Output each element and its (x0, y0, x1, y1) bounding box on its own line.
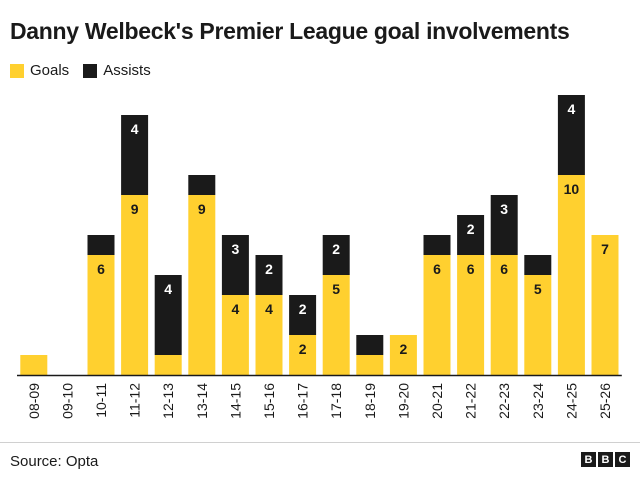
bar-chart: 08-09 09-10 6 10-11 9 4 11-12 4 12-13 9 13-14 4 3 14-… (17, 95, 622, 419)
data-label-goals-13-14: 9 (198, 201, 206, 217)
legend: Goals Assists (10, 62, 165, 79)
x-tick-label-08-09: 08-09 (26, 383, 42, 419)
x-tick-label-20-21: 20-21 (429, 383, 445, 419)
x-tick-label-11-12: 11-12 (127, 383, 143, 418)
bar-assists-15-16 (255, 255, 283, 295)
data-label-goals-11-12: 9 (131, 201, 139, 217)
bar-goals-15-16 (255, 295, 283, 375)
x-tick-label-23-24: 23-24 (530, 383, 546, 419)
x-tick-label-09-10: 09-10 (59, 383, 75, 419)
legend-item-goals: Goals (10, 62, 69, 79)
bar-goals-25-26 (591, 235, 619, 375)
data-label-assists-14-15: 3 (232, 241, 240, 257)
bar-goals-20-21 (423, 255, 451, 375)
bar-assists-16-17 (289, 295, 317, 335)
source-text: Source: Opta (10, 453, 99, 470)
bar-assists-13-14 (188, 175, 216, 195)
data-label-goals-24-25: 10 (564, 181, 580, 197)
chart-title: Danny Welbeck's Premier League goal invo… (10, 18, 570, 44)
bar-assists-23-24 (524, 255, 552, 275)
bar-assists-11-12 (121, 115, 149, 195)
bar-goals-16-17 (289, 335, 317, 375)
bar-assists-22-23 (490, 195, 518, 255)
bar-goals-12-13 (154, 355, 182, 375)
data-label-goals-20-21: 6 (433, 261, 441, 277)
x-tick-label-15-16: 15-16 (261, 383, 277, 419)
data-label-goals-16-17: 2 (299, 341, 307, 357)
bar-goals-14-15 (221, 295, 249, 375)
bar-goals-23-24 (524, 275, 552, 375)
x-tick-label-13-14: 13-14 (194, 383, 210, 419)
bar-assists-10-11 (87, 235, 115, 255)
data-label-goals-23-24: 5 (534, 281, 542, 297)
data-label-goals-19-20: 2 (400, 341, 408, 357)
bar-goals-13-14 (188, 195, 216, 375)
x-tick-label-24-25: 24-25 (563, 383, 579, 419)
bar-assists-21-22 (457, 215, 485, 255)
data-label-assists-12-13: 4 (164, 281, 172, 297)
bar-assists-17-18 (322, 235, 350, 275)
data-label-assists-17-18: 2 (332, 241, 340, 257)
data-label-goals-17-18: 5 (332, 281, 340, 297)
bar-goals-17-18 (322, 275, 350, 375)
x-tick-label-22-23: 22-23 (496, 383, 512, 419)
x-tick-label-10-11: 10-11 (93, 383, 109, 418)
data-label-goals-14-15: 4 (232, 301, 240, 317)
bar-goals-24-25 (557, 175, 585, 375)
data-label-goals-15-16: 4 (265, 301, 273, 317)
data-label-goals-10-11: 6 (97, 261, 105, 277)
x-tick-label-17-18: 17-18 (328, 383, 344, 419)
legend-swatch-assists (83, 63, 98, 78)
bar-assists-12-13 (154, 275, 182, 355)
data-label-assists-21-22: 2 (467, 221, 475, 237)
x-tick-label-12-13: 12-13 (160, 383, 176, 419)
footer: Source: Opta B B C (0, 442, 640, 477)
bbc-logo-letter: B (581, 452, 596, 467)
x-tick-label-21-22: 21-22 (463, 383, 479, 419)
legend-label-assists: Assists (103, 62, 151, 79)
legend-item-assists: Assists (83, 62, 151, 79)
bar-goals-21-22 (457, 255, 485, 375)
x-tick-label-25-26: 25-26 (597, 383, 613, 419)
x-tick-label-19-20: 19-20 (395, 383, 411, 419)
legend-label-goals: Goals (30, 62, 70, 79)
bar-assists-14-15 (221, 235, 249, 295)
data-label-assists-24-25: 4 (568, 101, 576, 117)
bar-goals-08-09 (20, 355, 48, 375)
data-label-assists-15-16: 2 (265, 261, 273, 277)
bar-goals-11-12 (121, 195, 149, 375)
bbc-logo-letter: C (615, 452, 630, 467)
data-label-goals-21-22: 6 (467, 261, 475, 277)
x-tick-label-18-19: 18-19 (362, 383, 378, 419)
bar-goals-10-11 (87, 255, 115, 375)
x-tick-label-14-15: 14-15 (227, 383, 243, 419)
data-label-goals-22-23: 6 (500, 261, 508, 277)
data-label-assists-16-17: 2 (299, 301, 307, 317)
bbc-logo: B B C (579, 452, 630, 467)
bar-goals-22-23 (490, 255, 518, 375)
bar-goals-19-20 (389, 335, 417, 375)
bbc-logo-letter: B (598, 452, 613, 467)
bar-assists-20-21 (423, 235, 451, 255)
legend-swatch-goals (10, 63, 24, 78)
data-label-goals-25-26: 7 (601, 241, 609, 257)
bar-goals-18-19 (356, 355, 384, 375)
x-tick-label-16-17: 16-17 (295, 383, 311, 419)
bar-assists-18-19 (356, 335, 384, 355)
data-label-assists-11-12: 4 (131, 121, 139, 137)
data-label-assists-22-23: 3 (500, 201, 508, 217)
bar-assists-24-25 (557, 95, 585, 175)
